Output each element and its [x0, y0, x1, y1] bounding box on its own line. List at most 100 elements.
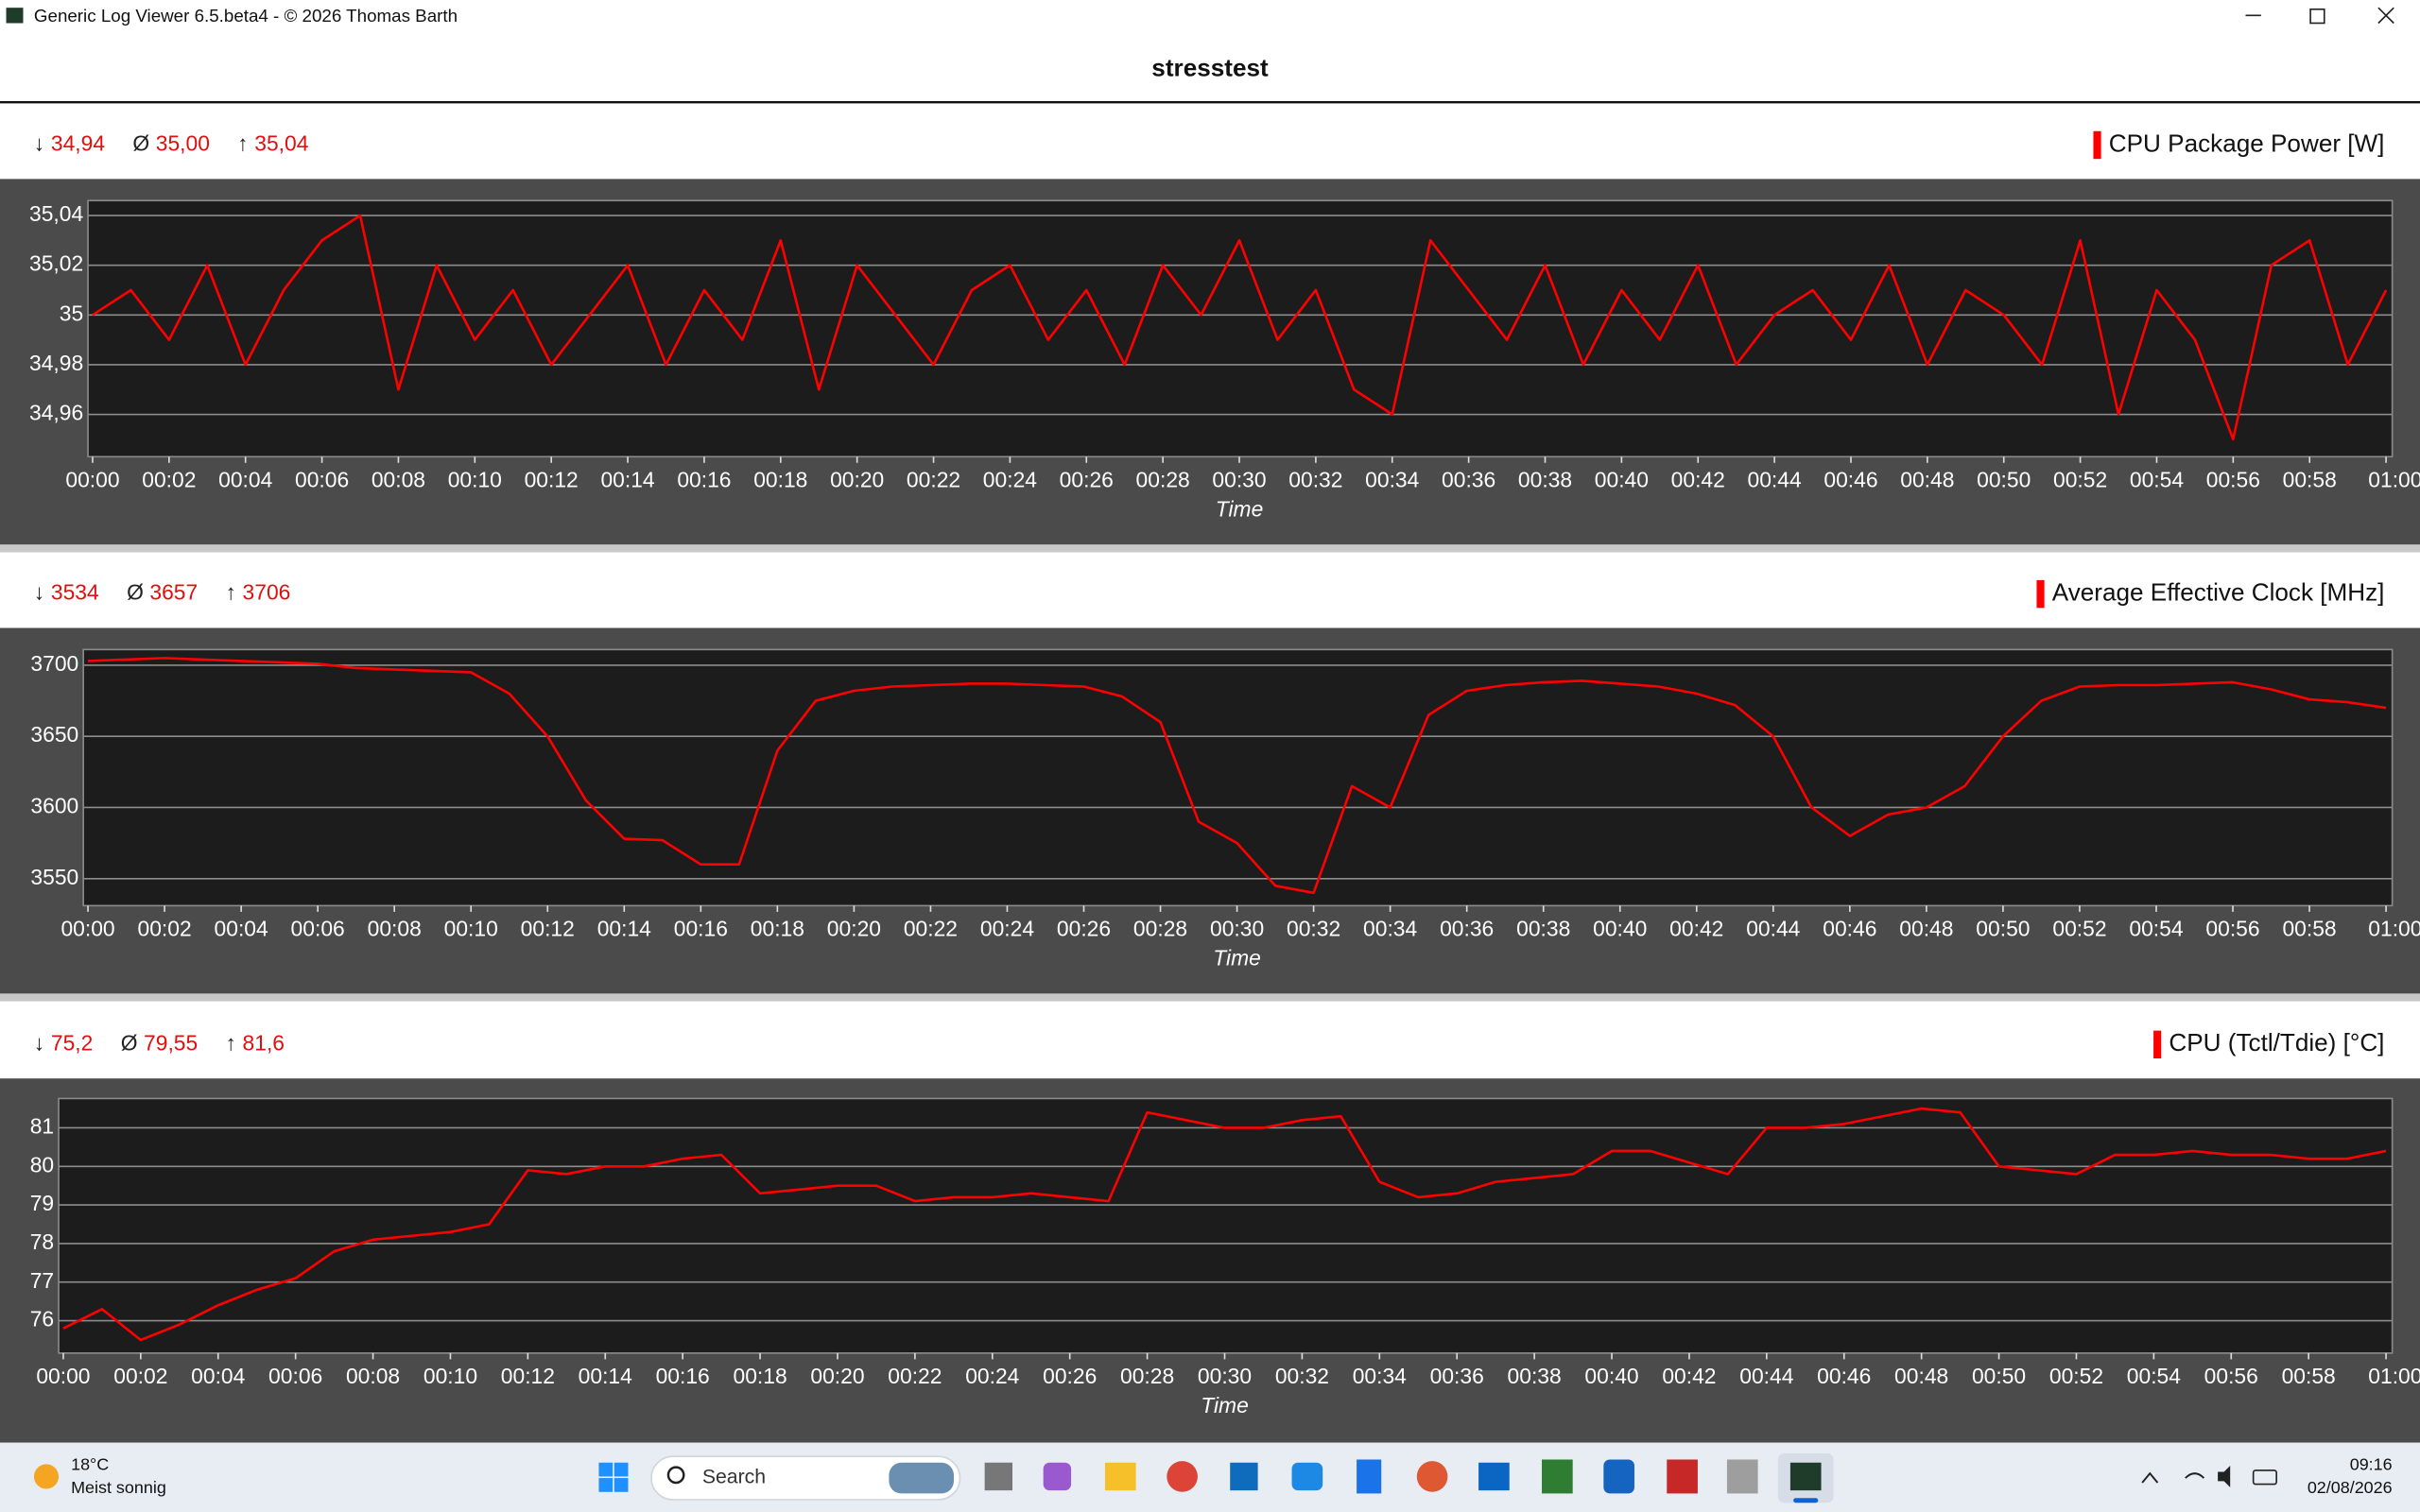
x-tick-label: 00:02: [138, 917, 192, 941]
stat-value: 3706: [243, 580, 291, 605]
app-store[interactable]: [1230, 1462, 1258, 1491]
x-tick-label: 00:04: [215, 917, 268, 941]
x-tick-label: 00:08: [346, 1364, 400, 1388]
y-tick-label: 3700: [30, 651, 78, 676]
x-tick-label: 00:08: [368, 917, 422, 941]
x-tick-label: 00:38: [1518, 467, 1572, 491]
x-tick-label: 00:50: [1972, 1364, 2026, 1388]
x-tick-label: 00:12: [521, 917, 575, 941]
x-tick-label: 00:08: [372, 467, 425, 491]
x-tick-label: 00:50: [1977, 467, 2031, 491]
app-window[interactable]: [1478, 1462, 1510, 1491]
y-tick-label: 3650: [30, 722, 78, 747]
x-tick-label: 01:00: [2368, 917, 2420, 941]
app-viewer[interactable]: [1667, 1459, 1698, 1494]
header: [0, 32, 2420, 102]
x-tick-label: 00:42: [1662, 1364, 1716, 1388]
volume-icon[interactable]: [2218, 1466, 2231, 1487]
x-tick-label: 00:16: [656, 1364, 710, 1388]
stat-symbol: Ø: [127, 580, 144, 605]
x-tick-label: 00:50: [1976, 917, 2030, 941]
x-tick-label: 00:32: [1288, 467, 1342, 491]
x-tick-label: 00:10: [448, 467, 502, 491]
x-tick-label: 00:44: [1746, 917, 1800, 941]
app-task-view[interactable]: [984, 1462, 1013, 1491]
tray-expand[interactable]: [2141, 1471, 2159, 1484]
x-tick-label: 00:36: [1430, 1364, 1484, 1388]
x-tick-label: 00:02: [113, 1364, 167, 1388]
app-r[interactable]: [1603, 1459, 1634, 1494]
app-duckduckgo[interactable]: [1416, 1461, 1448, 1492]
app-mail[interactable]: [1291, 1462, 1323, 1491]
y-tick-label: 80: [30, 1152, 54, 1177]
x-tick-label: 00:24: [983, 467, 1037, 491]
start-tile: [614, 1462, 629, 1477]
x-tick-label: 00:10: [424, 1364, 477, 1388]
app-notepad[interactable]: [1357, 1459, 1382, 1494]
app-explorer[interactable]: [1104, 1462, 1136, 1491]
start-tile: [598, 1462, 614, 1477]
x-tick-label: 00:56: [2205, 917, 2259, 941]
x-tick-label: 00:38: [1516, 917, 1570, 941]
search-box[interactable]: [650, 1455, 961, 1501]
x-tick-label: 00:54: [2129, 917, 2183, 941]
panel-separator: [0, 993, 2420, 1002]
x-tick-label: 00:12: [501, 1364, 555, 1388]
data-line: [92, 214, 2388, 441]
x-tick-label: 00:28: [1133, 917, 1187, 941]
x-tick-label: 00:18: [753, 467, 807, 491]
start-button[interactable]: [598, 1462, 629, 1492]
x-tick-label: 00:34: [1353, 1364, 1407, 1388]
clock-date[interactable]: 02/08/2026: [2308, 1478, 2393, 1497]
search-label: Search: [702, 1467, 766, 1488]
restore-button[interactable]: [2309, 8, 2325, 25]
x-axis-label: Time: [1201, 1393, 1249, 1418]
x-tick-label: 01:00: [2368, 1364, 2420, 1388]
window-title: Generic Log Viewer 6.5.beta4 - © 2026 Th…: [34, 6, 458, 26]
app-log-viewer[interactable]: [1789, 1462, 1822, 1491]
y-tick-label: 78: [30, 1229, 54, 1254]
x-tick-label: 00:14: [600, 467, 654, 491]
battery-icon[interactable]: [2252, 1469, 2277, 1486]
y-tick-label: 35: [60, 301, 83, 325]
x-tick-label: 00:26: [1060, 467, 1114, 491]
x-tick-label: 00:14: [579, 1364, 632, 1388]
y-tick-label: 3600: [30, 794, 78, 818]
stat-value: 3534: [51, 580, 99, 605]
y-tick-label: 35,02: [29, 251, 83, 276]
stat-value: 35,00: [156, 131, 210, 156]
weather-text: Meist sonnig: [71, 1478, 166, 1497]
legend-swatch: [2036, 579, 2045, 609]
active-indicator: [1793, 1498, 1819, 1503]
taskbar: [0, 1442, 2420, 1512]
x-tick-label: 00:36: [1442, 467, 1495, 491]
x-tick-label: 00:02: [142, 467, 196, 491]
x-tick-label: 00:30: [1212, 467, 1266, 491]
x-tick-label: 00:52: [2049, 1364, 2103, 1388]
search-icon: [666, 1466, 685, 1485]
stat-value: 79,55: [144, 1030, 198, 1055]
x-tick-label: 00:34: [1365, 467, 1419, 491]
clock-time[interactable]: 09:16: [2350, 1455, 2393, 1474]
app-chrome[interactable]: [1167, 1461, 1198, 1492]
app-tool[interactable]: [1726, 1459, 1758, 1494]
x-tick-label: 00:46: [1817, 1364, 1871, 1388]
stat-symbol: ↓: [34, 131, 44, 156]
x-tick-label: 01:00: [2368, 467, 2420, 491]
x-tick-label: 00:42: [1669, 917, 1723, 941]
app-copilot[interactable]: [1043, 1462, 1072, 1491]
data-line: [88, 657, 2387, 895]
x-tick-label: 00:30: [1210, 917, 1264, 941]
close-button[interactable]: [2377, 7, 2394, 25]
app-editor[interactable]: [1542, 1459, 1573, 1494]
wifi-icon[interactable]: [2185, 1472, 2205, 1479]
x-axis-label: Time: [1213, 946, 1261, 971]
x-tick-label: 00:48: [1899, 917, 1953, 941]
y-tick-label: 34,98: [29, 351, 83, 375]
info-band: [0, 552, 2420, 628]
y-tick-label: 35,04: [29, 201, 83, 226]
y-tick-label: 79: [30, 1191, 54, 1215]
x-tick-label: 00:26: [1043, 1364, 1097, 1388]
